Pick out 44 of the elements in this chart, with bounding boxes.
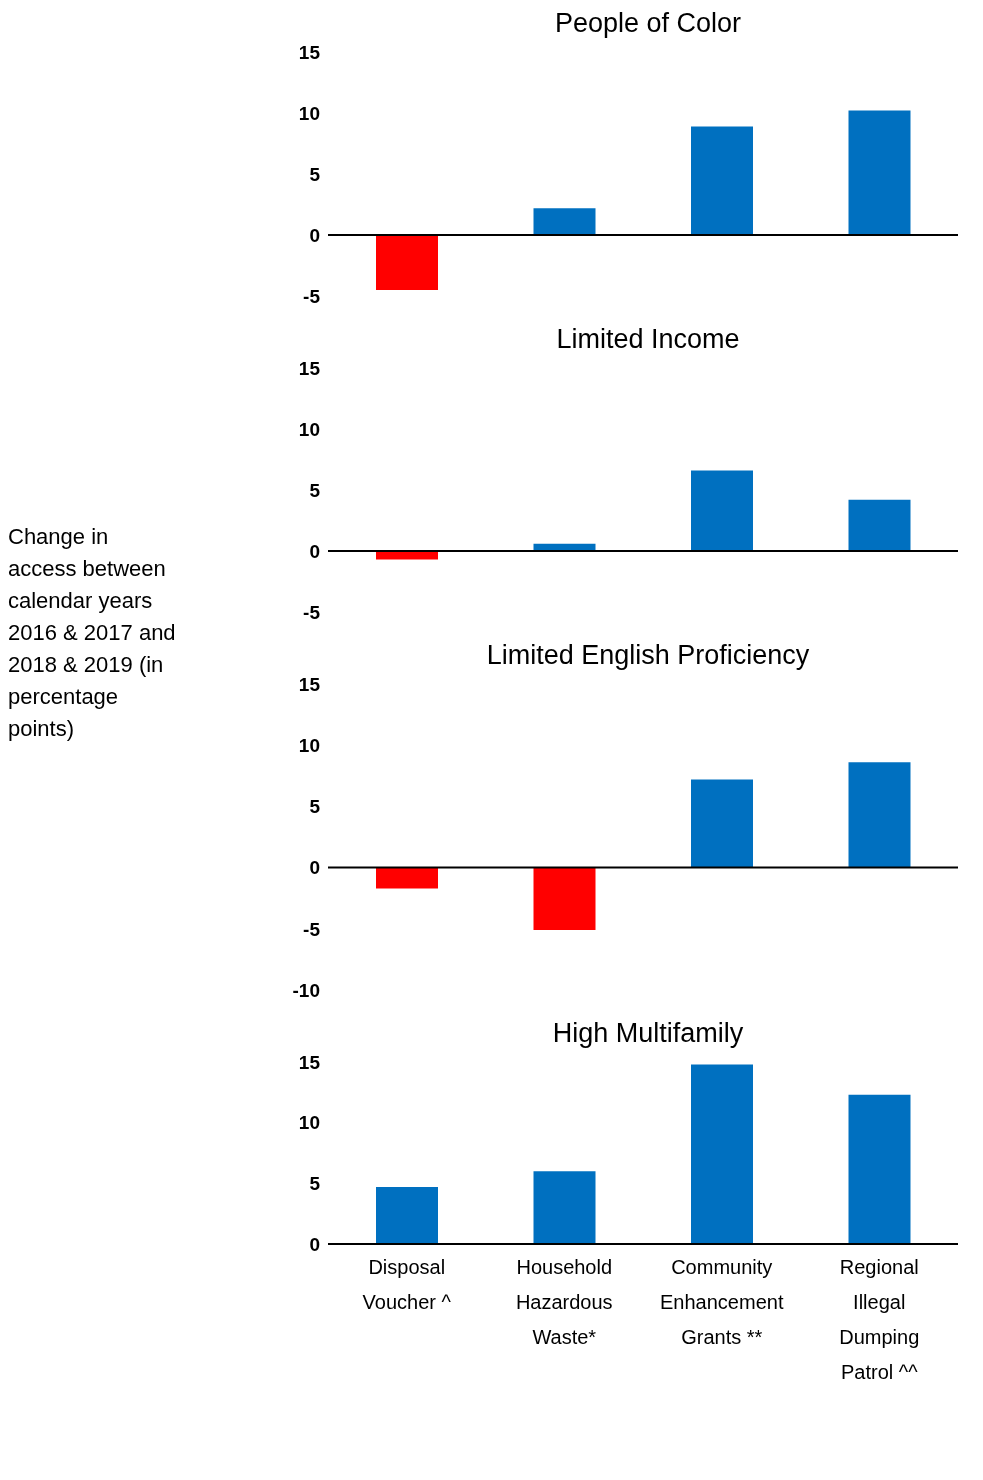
- y-tick-label: -5: [303, 601, 321, 623]
- y-tick-label: 5: [309, 796, 321, 818]
- y-tick-label: -5: [303, 918, 321, 940]
- bar: [691, 126, 753, 235]
- y-tick-label: 15: [298, 673, 321, 695]
- bar: [533, 208, 596, 235]
- bar: [533, 1171, 596, 1244]
- y-tick-label: 5: [309, 1173, 321, 1195]
- y-tick-label: 5: [309, 479, 321, 501]
- y-tick-label: 10: [298, 102, 320, 124]
- y-tick-label: 10: [298, 734, 320, 756]
- bar: [376, 867, 438, 889]
- bar: [848, 762, 911, 868]
- bar: [376, 551, 438, 560]
- bar: [376, 235, 438, 290]
- bar: [848, 110, 911, 235]
- y-tick-label: 15: [298, 357, 321, 379]
- y-tick-label: -10: [292, 979, 320, 1001]
- chart-title: People of Color: [553, 8, 743, 40]
- y-tick-label: 5: [309, 163, 321, 185]
- x-tick-label: Regional Illegal Dumping Patrol ^^: [839, 1256, 920, 1383]
- y-tick-label: 10: [298, 418, 320, 440]
- bar: [376, 1186, 438, 1244]
- y-tick-label: 15: [298, 1051, 321, 1073]
- y-tick-label: 0: [309, 857, 320, 879]
- x-tick-label: Disposal Voucher ^: [362, 1256, 452, 1313]
- chart-title: High Multifamily: [551, 1018, 745, 1050]
- chart-title: Limited English Proficiency: [485, 640, 811, 672]
- bar: [533, 867, 596, 931]
- y-tick-label: 0: [309, 540, 320, 562]
- y-tick-label: -5: [303, 285, 321, 307]
- y-tick-label: 10: [298, 1112, 320, 1134]
- bar: [848, 499, 911, 551]
- bar: [691, 470, 753, 551]
- y-tick-label: 0: [309, 1233, 320, 1255]
- bar: [691, 1064, 753, 1244]
- chart-title: Limited Income: [555, 324, 741, 356]
- x-tick-label: Household Hazardous Waste*: [515, 1256, 613, 1348]
- y-tick-label: 0: [309, 224, 320, 246]
- y-axis-title: Change in access between calendar years 2016 & 2017 and 2018 & 2019 (in percentage points): [8, 523, 177, 743]
- bar: [848, 1094, 911, 1244]
- x-tick-label: Community Enhancement Grants **: [660, 1256, 784, 1348]
- y-tick-label: 15: [298, 41, 321, 63]
- bar: [691, 779, 753, 868]
